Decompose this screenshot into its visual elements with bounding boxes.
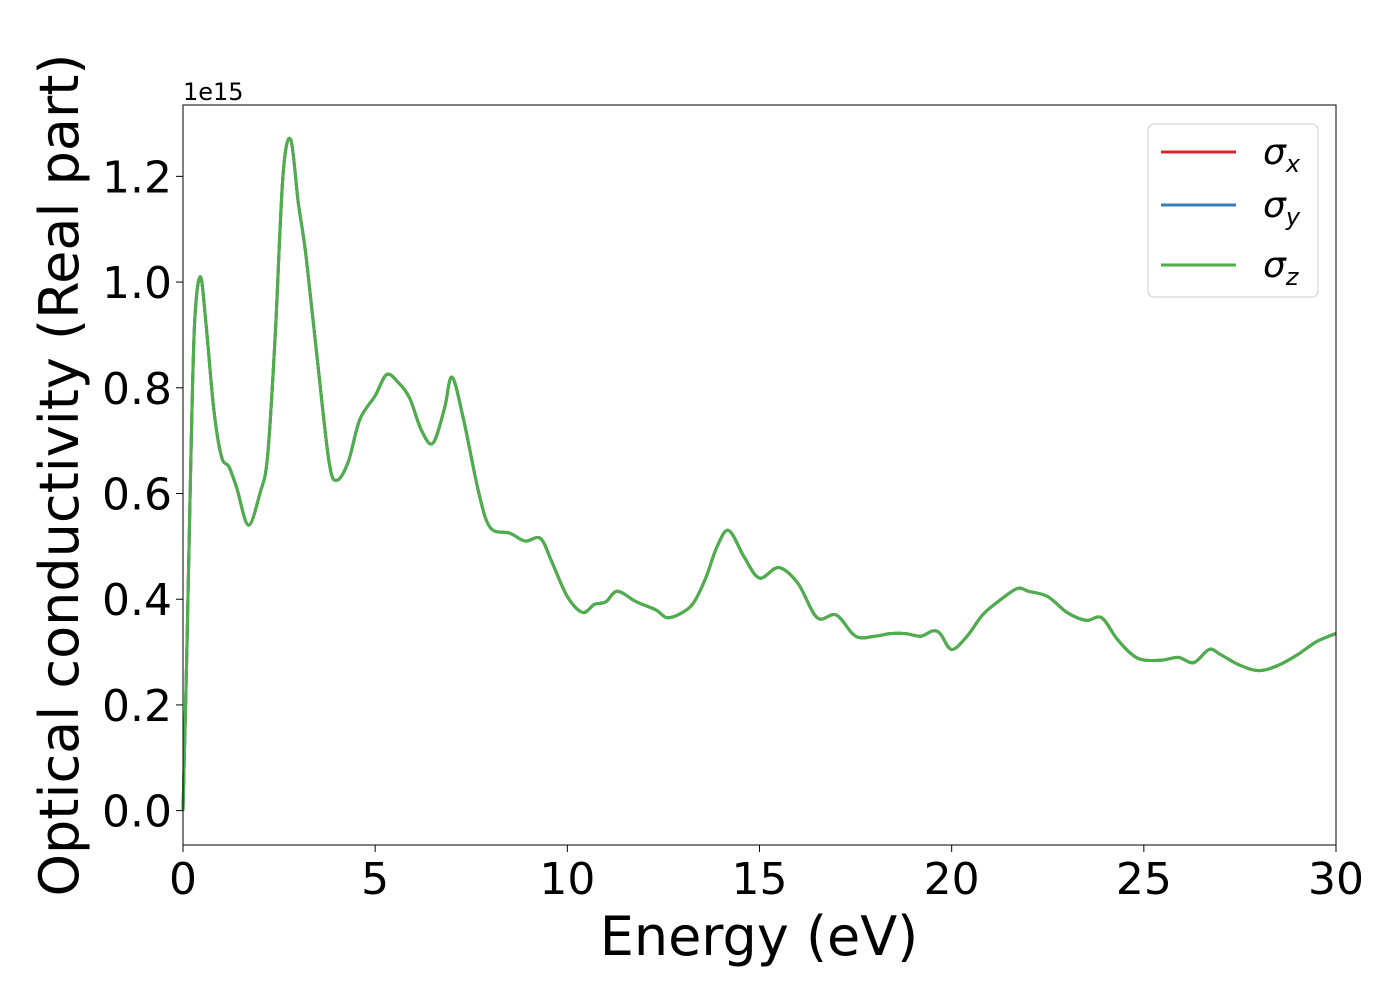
x-axis: 0 5 10 15 20 25 30 [169,845,1364,905]
series-line-z [181,136,1337,811]
y-tick-label: 0.2 [102,681,172,732]
series-group [181,136,1337,811]
legend-label-y: σy [1263,185,1301,231]
x-tick-label: 30 [1308,854,1364,905]
x-tick-label: 10 [539,854,595,905]
legend-label-x: σx [1263,132,1301,178]
legend-box [1147,123,1319,298]
x-tick-label: 0 [169,854,197,905]
legend: σx σy σz [1147,123,1319,298]
x-tick-label: 15 [732,854,788,905]
y-tick-label: 1.0 [102,258,172,309]
x-tick-label: 5 [361,854,389,905]
y-axis-label: Optical conductivity (Real part) [28,54,91,897]
x-tick-label: 25 [1116,854,1172,905]
x-tick-label: 20 [924,854,980,905]
y-tick-label: 1.2 [102,152,172,203]
y-tick-label: 0.0 [102,787,172,838]
x-axis-label: Energy (eV) [600,905,919,968]
plot-area [183,105,1336,845]
legend-label-z: σz [1263,245,1300,291]
y-tick-label: 0.6 [102,470,172,521]
y-axis: 0.0 0.2 0.4 0.6 0.8 1.0 1.2 [102,152,183,838]
offset-label: 1e15 [183,78,244,106]
y-tick-label: 0.8 [102,364,172,415]
y-tick-label: 0.4 [102,575,172,626]
